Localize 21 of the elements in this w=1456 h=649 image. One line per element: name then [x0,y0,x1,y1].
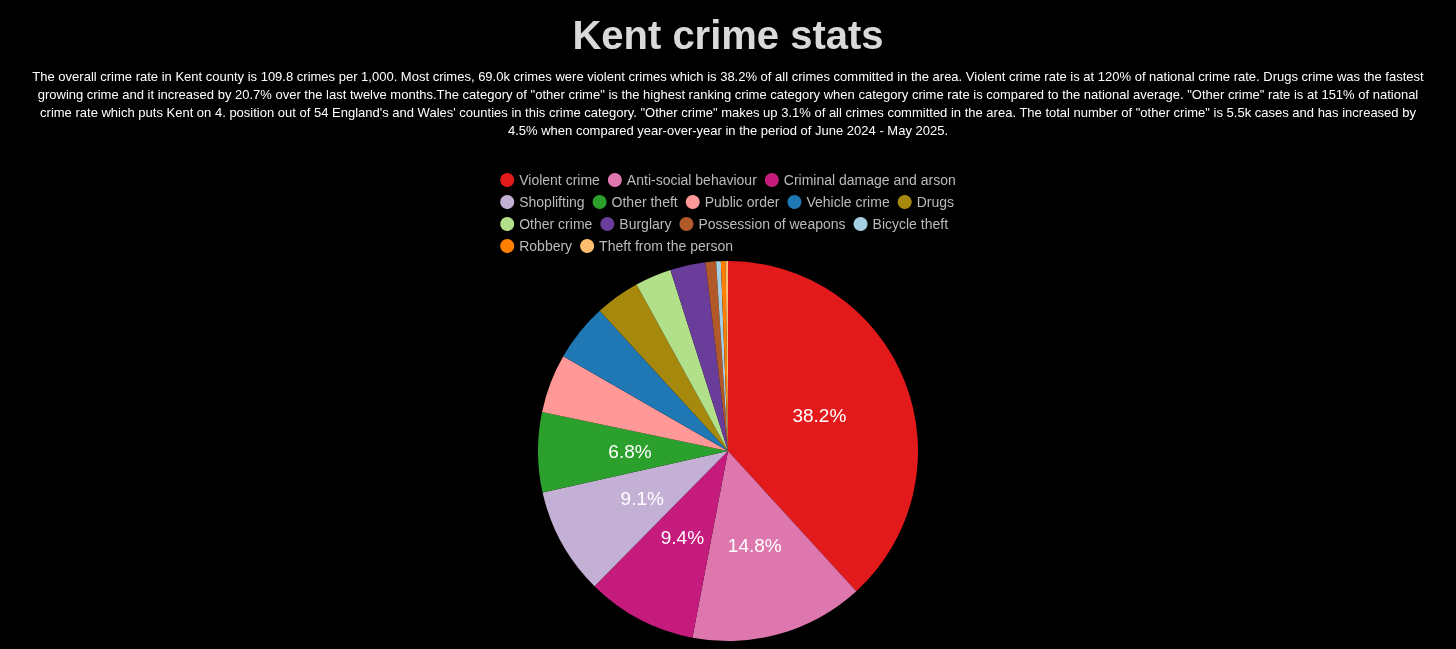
data-label: 6.8% [608,441,652,463]
legend-label: Anti-social behaviour [626,172,758,188]
legend-label: Burglary [619,216,672,232]
legend-label: Possession of weapons [698,216,846,232]
legend-label: Other crime [519,216,593,232]
legend-label: Robbery [519,238,573,254]
legend-label: Criminal damage and arson [783,172,956,188]
data-label: 14.8% [727,534,782,556]
data-label: 38.2% [792,405,847,426]
legend-label: Other theft [611,194,678,210]
chart-subtitle: The overall crime rate in Kent county is 109.8 crimes per 1,000. Most crimes, 69.0k crimes were violent crimes which is 38.2% of all crimes committed in the area. Violent crime rate is at 120% of national crime rate. Drugs crime was the fastest growing crime and it increased by 20.7% over the last twelve months.The category of "other crime" is the highest ranking crime category when category crime rate is compared to the national average. "Other crime" rate is at 151% of national crime rate which puts Kent on 4. position out of 54 England's and Wales' counties in this crime category. "Other crime" makes up 3.1% of all crimes committed in the area. The total number of "other crime" is 5.5k cases and has increased by 4.5% when compared year-over-year in the period of June 2024 - May 2025. [31,68,1425,140]
legend-label: Public order [704,194,780,210]
chart-title: Kent crime stats [571,12,885,58]
legend-label: Vehicle crime [806,194,890,210]
data-label: 9.4% [660,527,705,549]
legend-label: Bicycle theft [872,216,949,232]
legend-label: Drugs [916,194,955,210]
legend-label: Theft from the person [599,238,733,254]
data-label: 9.1% [620,487,665,509]
legend-label: Shoplifting [519,194,585,210]
legend-label: Violent crime [519,172,601,188]
